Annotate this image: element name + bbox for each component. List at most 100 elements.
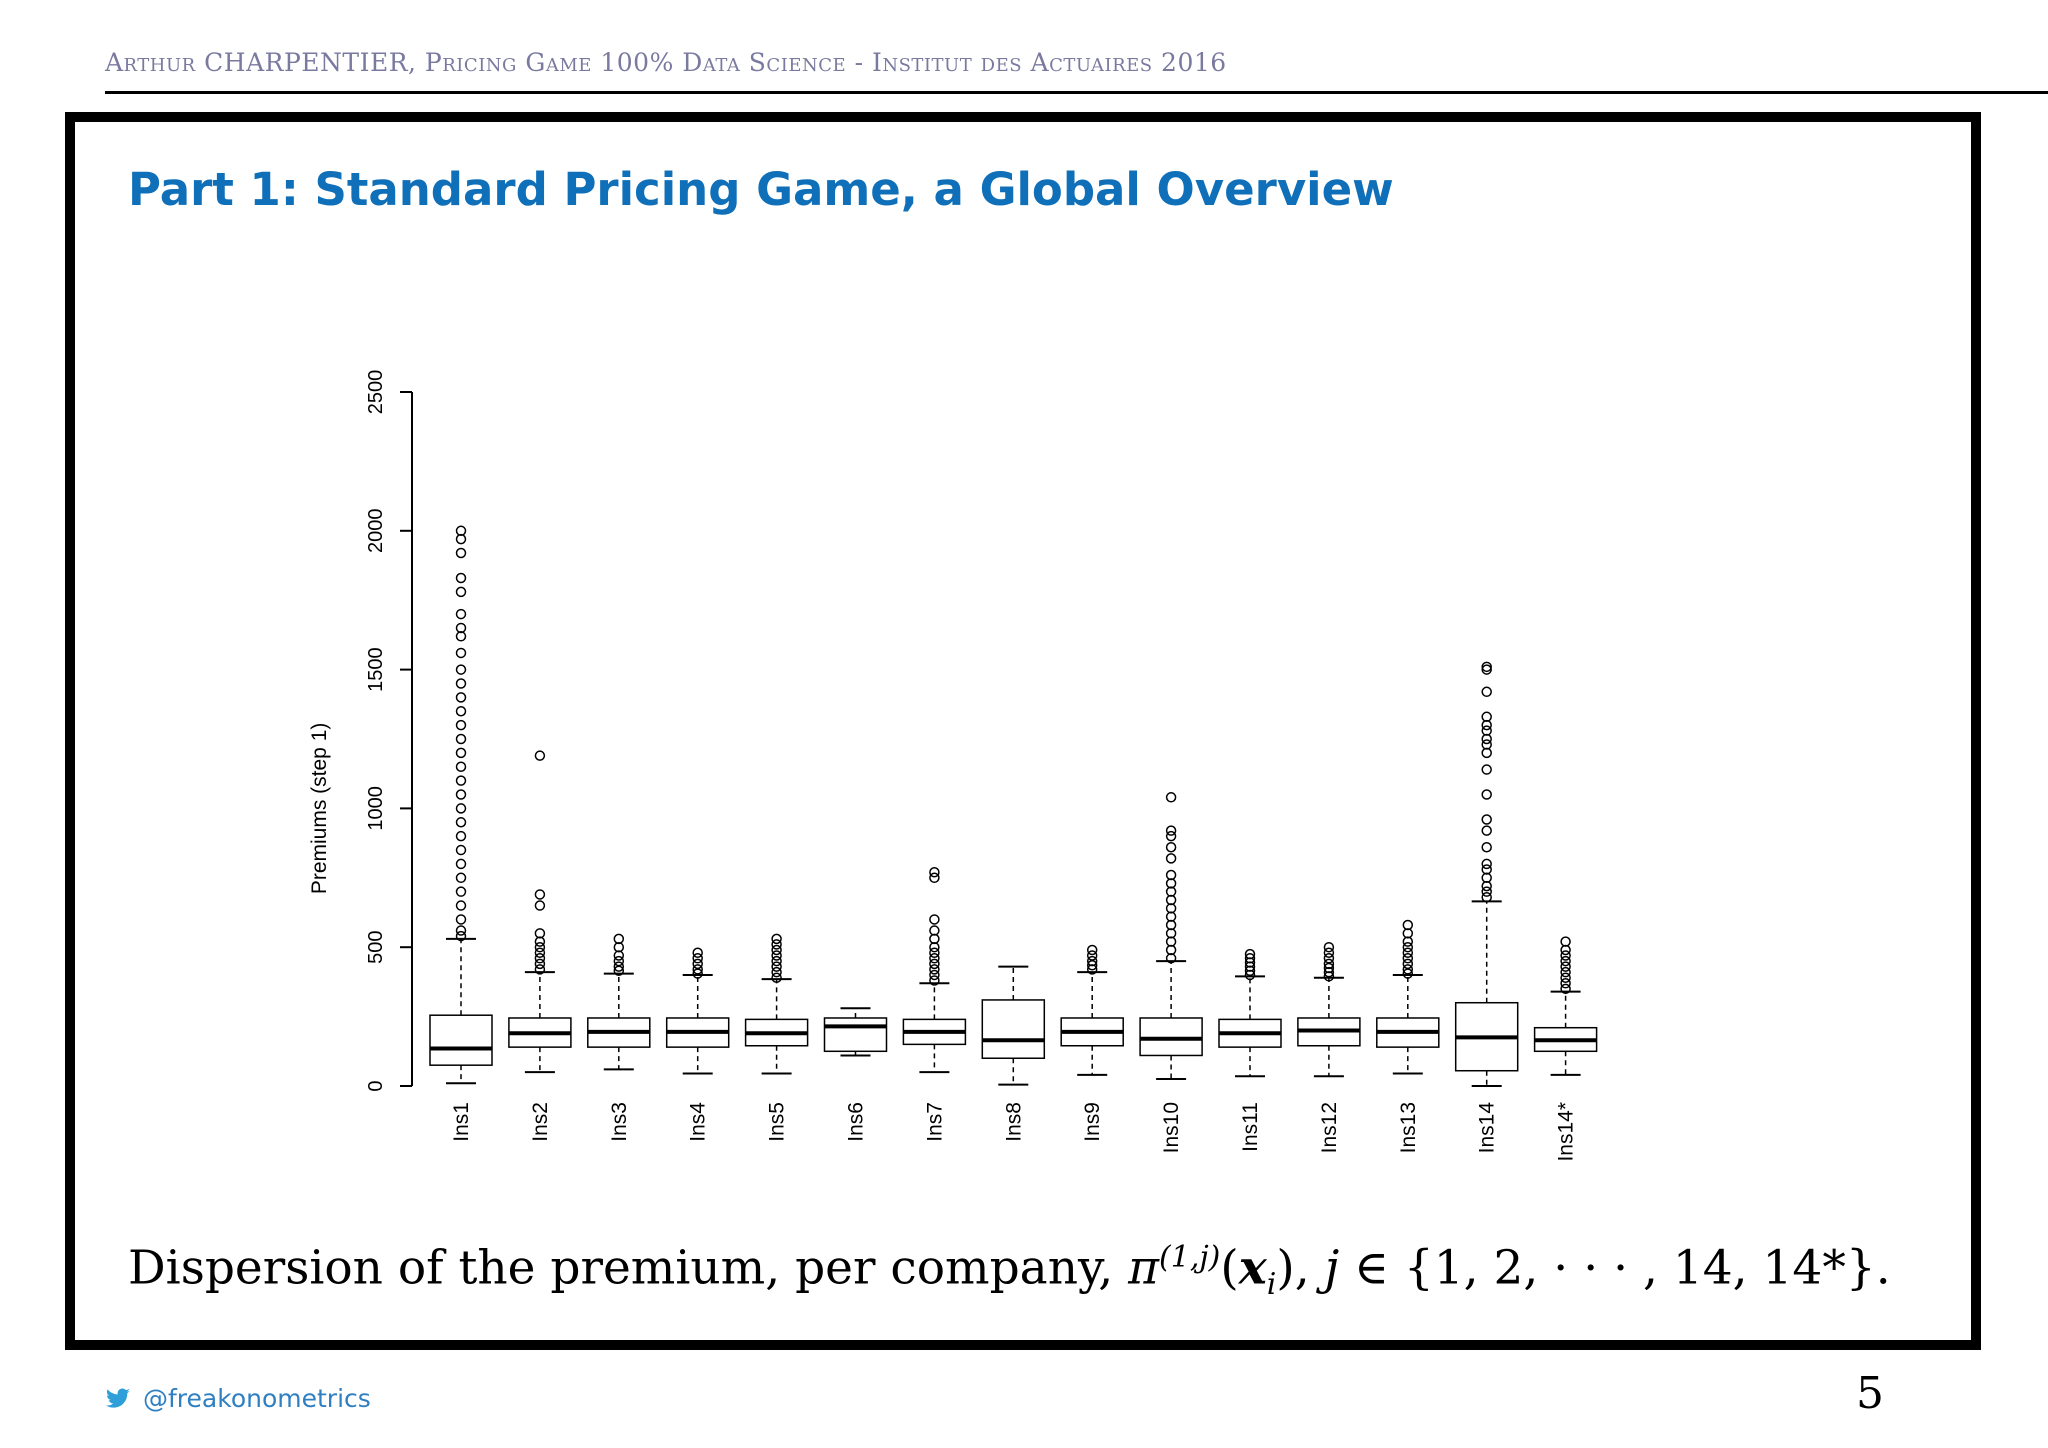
outlier-point	[1560, 972, 1571, 983]
outlier-point	[455, 525, 467, 537]
outlier-point	[1086, 944, 1098, 956]
outlier-point	[771, 939, 782, 950]
outlier-point	[1402, 941, 1414, 953]
x-tick-label: Ins5	[766, 1102, 789, 1142]
outlier-point	[692, 958, 703, 970]
y-tick-label: 2500	[365, 370, 387, 415]
outlier-point	[1560, 983, 1571, 995]
outlier-point	[1323, 958, 1335, 970]
outlier-point	[771, 933, 782, 945]
box	[823, 1017, 888, 1053]
outlier-point	[1402, 964, 1414, 975]
box	[981, 999, 1046, 1059]
outlier-point	[534, 941, 546, 953]
outlier-point	[455, 733, 467, 745]
outlier-point	[1560, 978, 1571, 989]
x-tick-label: Ins14	[1476, 1102, 1499, 1154]
outlier-point	[455, 914, 467, 925]
outlier-point	[455, 678, 467, 689]
caption-suffix: ∈ {1, 2, · · · , 14, 14*}.	[1339, 1240, 1891, 1296]
outlier-point	[1086, 955, 1098, 967]
outlier-point	[1481, 764, 1492, 775]
y-axis-label: Premiums (step 1)	[308, 723, 331, 895]
outlier-point	[455, 817, 467, 828]
outlier-point	[534, 958, 546, 970]
y-tick-label: 500	[365, 931, 387, 964]
outlier-point	[1481, 725, 1492, 736]
box	[429, 1014, 493, 1066]
outlier-point	[455, 705, 467, 717]
outlier-point	[455, 830, 467, 842]
outlier-point	[1165, 792, 1177, 803]
outlier-point	[1481, 789, 1492, 800]
caption-sup: (1,j)	[1159, 1240, 1221, 1275]
caption-mid: ),	[1276, 1240, 1325, 1296]
page-number: 5	[1856, 1368, 1884, 1419]
x-tick-label: Ins8	[1002, 1102, 1025, 1142]
outlier-point	[534, 953, 546, 964]
outlier-point	[1244, 948, 1256, 960]
x-tick-label: Ins3	[608, 1102, 631, 1142]
outlier-point	[771, 966, 782, 978]
outlier-point	[1402, 919, 1414, 931]
outlier-point	[455, 858, 467, 870]
outlier-point	[1165, 853, 1177, 864]
outlier-point	[455, 844, 467, 856]
x-tick-label: Ins2	[529, 1102, 552, 1142]
outlier-point	[455, 803, 467, 814]
outlier-point	[1165, 830, 1177, 842]
outlier-point	[455, 886, 467, 897]
outlier-point	[692, 953, 703, 964]
outlier-point	[534, 928, 546, 939]
outlier-point	[1165, 869, 1177, 881]
outlier-point	[1560, 961, 1571, 972]
slide-title: Part 1: Standard Pricing Game, a Global …	[128, 163, 1394, 216]
slide-caption: Dispersion of the premium, per company, …	[128, 1240, 1891, 1302]
x-tick-label: Ins4	[687, 1102, 710, 1142]
x-tick-label: Ins13	[1397, 1102, 1420, 1153]
footer: @freakonometrics	[105, 1384, 371, 1413]
outlier-point	[534, 900, 546, 911]
twitter-bird-icon	[105, 1387, 130, 1408]
outlier-point	[929, 975, 940, 986]
outlier-point	[771, 950, 782, 961]
outlier-point	[1560, 950, 1571, 961]
outlier-point	[771, 955, 782, 967]
outlier-point	[455, 775, 467, 786]
caption-x: x	[1238, 1240, 1267, 1296]
outlier-point	[613, 961, 625, 972]
outlier-point	[455, 647, 467, 659]
outlier-point	[455, 900, 467, 911]
outlier-point	[929, 953, 940, 964]
outlier-point	[455, 586, 467, 598]
outlier-point	[1086, 950, 1098, 961]
caption-sub: i	[1266, 1267, 1277, 1303]
outlier-point	[1481, 842, 1492, 853]
outlier-point	[1481, 686, 1492, 698]
outlier-point	[929, 964, 940, 975]
y-tick-label: 1000	[365, 786, 387, 831]
outlier-point	[929, 958, 940, 970]
outlier-point	[1323, 953, 1335, 964]
outlier-point	[1481, 825, 1492, 836]
outlier-point	[1481, 661, 1492, 673]
caption-j: j	[1324, 1240, 1340, 1296]
outlier-point	[692, 964, 703, 975]
y-tick-label: 0	[365, 1080, 387, 1091]
outlier-point	[534, 964, 546, 975]
outlier-point	[929, 914, 940, 925]
outlier-point	[455, 747, 467, 759]
outlier-point	[1402, 953, 1414, 964]
outlier-point	[1560, 966, 1571, 978]
x-tick-label: Ins11	[1239, 1102, 1262, 1152]
outlier-point	[1481, 814, 1492, 825]
outlier-point	[929, 925, 940, 936]
caption-prefix: Dispersion of the premium, per company,	[128, 1240, 1129, 1296]
outlier-point	[1323, 941, 1335, 953]
outlier-point	[455, 761, 467, 773]
boxplot-chart: 0 500 1000 1500 2000 2500 Premiums (step 1) Ins…	[308, 370, 1598, 1162]
header-rule	[105, 91, 2048, 94]
outlier-point	[1165, 842, 1177, 853]
outlier-point	[455, 692, 467, 703]
footer-handle: @freakonometrics	[143, 1384, 371, 1413]
